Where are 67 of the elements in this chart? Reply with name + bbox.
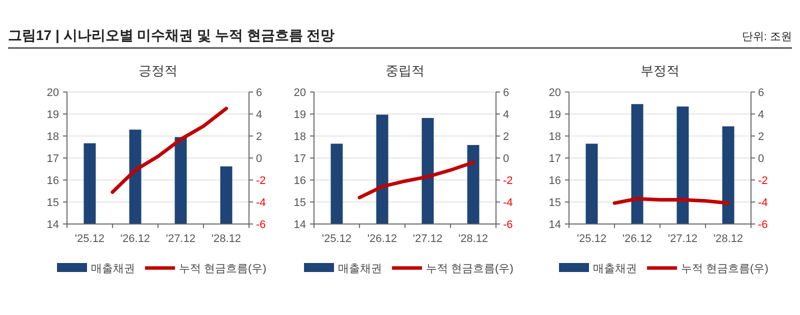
y-tick-label: 15 [294, 197, 306, 209]
y2-tick-label: 4 [503, 109, 510, 121]
y2-tick-label: 4 [758, 109, 764, 121]
y2-tick-label: -2 [256, 175, 266, 187]
x-tick-label: '27.12 [668, 233, 698, 245]
y2-tick-label: -2 [758, 175, 768, 187]
text: 단위: 조원 [742, 31, 792, 43]
y-tick-label: 20 [548, 87, 561, 99]
y2-tick-label: 0 [503, 153, 510, 165]
y2-tick-label: -4 [758, 197, 768, 209]
text: 그림17 | 시나리오별 미수채권 및 누적 현금흐름 전망 [8, 27, 335, 44]
y-tick-label: 20 [294, 87, 306, 99]
x-tick-label: '27.12 [166, 233, 196, 245]
x-tick-label: '28.12 [713, 233, 744, 245]
y-tick-label: 15 [548, 197, 561, 209]
legend-label: 누적 현금흐름(우) [426, 263, 514, 275]
y-tick-label: 17 [46, 153, 59, 165]
x-tick-label: '26.12 [367, 233, 398, 245]
y-tick-label: 15 [46, 197, 59, 209]
y-tick-label: 19 [294, 109, 306, 121]
y-tick-label: 19 [548, 109, 561, 121]
x-tick-label: '28.12 [211, 233, 242, 245]
legend-label: 누적 현금흐름(우) [179, 263, 266, 275]
y-tick-label: 17 [548, 153, 561, 165]
y-tick-label: 18 [294, 131, 306, 143]
x-tick-label: '25.12 [74, 233, 105, 245]
y-tick-label: 18 [46, 131, 59, 143]
x-tick-label: '26.12 [120, 233, 150, 245]
y2-tick-label: -4 [503, 197, 513, 209]
y2-tick-label: -2 [503, 175, 513, 187]
x-tick-label: '27.12 [412, 233, 443, 245]
legend-label: 매출채권 [91, 263, 135, 275]
x-tick-label: '28.12 [458, 233, 488, 245]
y-tick-label: 16 [294, 175, 306, 187]
y2-tick-label: -6 [256, 219, 266, 231]
y2-tick-label: 0 [758, 153, 764, 165]
y2-tick-label: 0 [256, 153, 262, 165]
legend-label: 매출채권 [593, 263, 637, 275]
y2-tick-label: 2 [503, 131, 510, 143]
legend-label: 매출채권 [338, 263, 382, 275]
line-series [110, 106, 228, 194]
chart-title: 중립적 [386, 63, 424, 78]
y2-tick-label: -6 [503, 219, 513, 231]
y2-tick-label: 6 [503, 87, 510, 99]
y2-tick-label: 6 [758, 87, 764, 99]
x-tick-label: '25.12 [322, 233, 352, 245]
y-tick-label: 14 [46, 219, 59, 231]
y2-tick-label: -6 [758, 219, 768, 231]
y2-tick-label: 2 [256, 131, 262, 143]
legend-label: 누적 현금흐름(우) [681, 263, 768, 275]
y2-tick-label: 4 [256, 109, 262, 121]
y2-tick-label: 6 [256, 87, 262, 99]
chart-title: 부정적 [640, 63, 680, 78]
chart-title: 긍정적 [138, 63, 178, 78]
line-series [358, 160, 475, 200]
y-tick-label: 14 [294, 219, 306, 231]
y-tick-label: 16 [548, 175, 561, 187]
y-tick-label: 16 [46, 175, 59, 187]
y2-tick-label: 2 [758, 131, 764, 143]
x-tick-label: '26.12 [622, 233, 652, 245]
y-tick-label: 18 [548, 131, 561, 143]
y-tick-label: 14 [548, 219, 561, 231]
y2-tick-label: -4 [256, 197, 266, 209]
y-tick-label: 17 [294, 153, 306, 165]
y-tick-label: 19 [46, 109, 59, 121]
x-tick-label: '25.12 [576, 233, 607, 245]
y-tick-label: 20 [46, 87, 59, 99]
